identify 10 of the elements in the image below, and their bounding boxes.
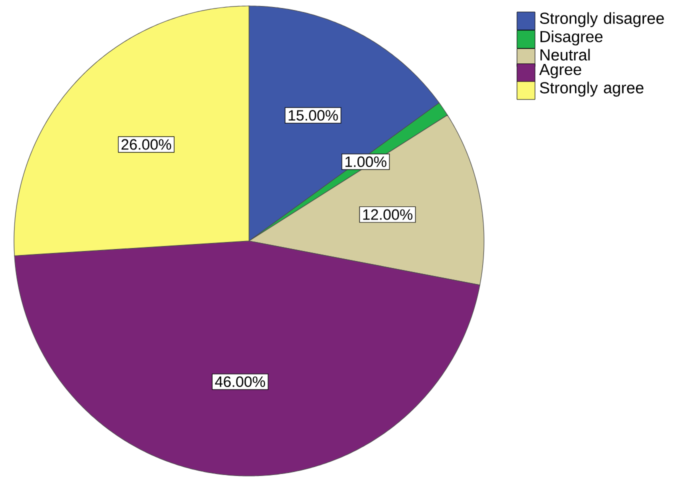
data-label: 12.00% [363, 209, 412, 220]
legend-label: Disagree [540, 30, 603, 46]
legend-label: Strongly agree [540, 82, 644, 97]
data-label: 1.00% [346, 156, 386, 168]
data-label: 46.00% [215, 376, 266, 388]
legend-label: Agree [539, 64, 582, 78]
legend-label: Neutral [540, 48, 590, 61]
data-label: 26.00% [122, 139, 172, 150]
legend-label: Strongly disagree [540, 12, 664, 28]
data-label: 15.00% [288, 110, 338, 121]
